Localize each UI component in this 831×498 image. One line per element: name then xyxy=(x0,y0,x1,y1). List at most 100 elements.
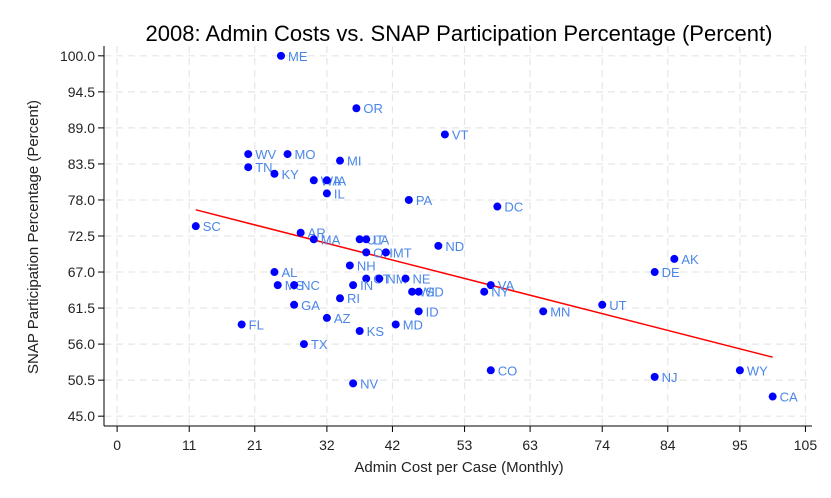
data-point xyxy=(277,51,285,60)
point-label: NC xyxy=(301,278,320,293)
data-point xyxy=(237,320,246,329)
point-label: WY xyxy=(747,363,768,378)
y-tick-label: 72.5 xyxy=(68,228,95,244)
data-point xyxy=(735,366,744,375)
point-label: WI xyxy=(419,285,435,300)
point-label: FL xyxy=(249,317,264,332)
point-label: UT xyxy=(367,232,384,247)
point-label: LA xyxy=(373,232,389,247)
point-label: MI xyxy=(347,154,361,169)
point-label: VT xyxy=(452,127,469,142)
data-point xyxy=(414,287,423,296)
data-point xyxy=(440,130,449,139)
data-point xyxy=(670,254,679,263)
y-tick-label: 78.0 xyxy=(68,192,95,208)
data-point xyxy=(270,268,279,277)
data-point xyxy=(349,281,358,290)
data-point xyxy=(408,287,417,296)
data-point xyxy=(362,235,371,244)
y-tick-label: 83.5 xyxy=(68,156,95,172)
data-point xyxy=(381,248,390,257)
y-tick-label: 89.0 xyxy=(68,120,95,136)
data-point xyxy=(480,287,489,296)
point-label: OR xyxy=(363,101,383,116)
data-point xyxy=(362,248,371,257)
data-point xyxy=(322,189,331,198)
data-point xyxy=(650,268,659,277)
point-label: IN xyxy=(360,278,373,293)
point-label: GA xyxy=(301,298,320,313)
data-point xyxy=(244,150,253,159)
point-label: NV xyxy=(360,376,378,391)
x-tick-label: 0 xyxy=(113,437,121,453)
data-point xyxy=(322,313,331,322)
data-point xyxy=(768,392,777,401)
x-tick-label: 105 xyxy=(794,437,818,453)
point-label: DE xyxy=(662,265,680,280)
data-point xyxy=(283,150,292,159)
x-tick-label: 32 xyxy=(319,437,335,453)
data-point xyxy=(322,176,331,185)
data-point xyxy=(309,176,318,185)
data-point xyxy=(352,104,361,113)
data-point xyxy=(650,372,659,381)
x-tick-label: 53 xyxy=(457,437,473,453)
point-label: PA xyxy=(416,193,433,208)
data-point xyxy=(355,235,364,244)
point-label: NY xyxy=(491,285,509,300)
point-label: ND xyxy=(445,239,464,254)
point-label: IL xyxy=(334,186,345,201)
y-tick-label: 56.0 xyxy=(68,336,95,352)
chart-title: 2008: Admin Costs vs. SNAP Participation… xyxy=(146,21,773,46)
point-label: IA xyxy=(334,173,347,188)
point-label: TN xyxy=(255,160,272,175)
axis-layer: 0 11 21 32 42 53 63 74 84 95 105 45.0 50.5 56.0 61.5 67… xyxy=(60,46,817,453)
y-axis-label: SNAP Participation Percentage (Percent) xyxy=(25,100,42,374)
point-label: AZ xyxy=(334,311,351,326)
grid-layer xyxy=(104,46,812,426)
data-point xyxy=(598,300,607,309)
point-label: UT xyxy=(609,298,626,313)
point-label: MT xyxy=(393,245,412,260)
data-point xyxy=(191,222,200,231)
point-label: NH xyxy=(357,258,376,273)
point-label: RI xyxy=(347,291,360,306)
point-label: KS xyxy=(367,324,385,339)
point-label: CA xyxy=(780,390,798,405)
fit-line xyxy=(195,209,773,358)
point-label: MD xyxy=(403,317,423,332)
data-point xyxy=(355,327,364,335)
fit-layer xyxy=(195,209,773,358)
data-point xyxy=(270,169,279,178)
point-label: MO xyxy=(295,147,316,162)
x-tick-label: 95 xyxy=(732,437,748,453)
y-tick-label: 50.5 xyxy=(68,372,95,388)
point-label: SC xyxy=(203,219,221,234)
point-label: CO xyxy=(498,363,518,378)
data-point xyxy=(299,340,308,349)
x-tick-label: 63 xyxy=(522,437,538,453)
data-point xyxy=(375,274,384,283)
data-point xyxy=(336,156,344,165)
point-label: ID xyxy=(426,304,439,319)
data-point xyxy=(273,281,282,290)
data-point xyxy=(296,228,305,237)
point-label: NE xyxy=(413,272,431,287)
point-label: WV xyxy=(255,147,276,162)
data-point xyxy=(362,274,371,283)
data-point xyxy=(290,300,299,309)
y-tick-label: 45.0 xyxy=(68,408,95,424)
data-point xyxy=(414,307,423,316)
data-point xyxy=(486,281,495,290)
data-point xyxy=(290,281,299,290)
point-layer: MEORVTWVMOMITNKYWAIAILPADCSCARMAUTLANDOH… xyxy=(191,49,798,405)
data-point xyxy=(493,202,502,211)
data-point xyxy=(404,195,413,204)
data-point xyxy=(309,235,318,244)
y-tick-label: 94.5 xyxy=(68,84,95,100)
data-point xyxy=(336,294,344,303)
data-point xyxy=(539,307,548,316)
x-tick-label: 84 xyxy=(660,437,676,453)
